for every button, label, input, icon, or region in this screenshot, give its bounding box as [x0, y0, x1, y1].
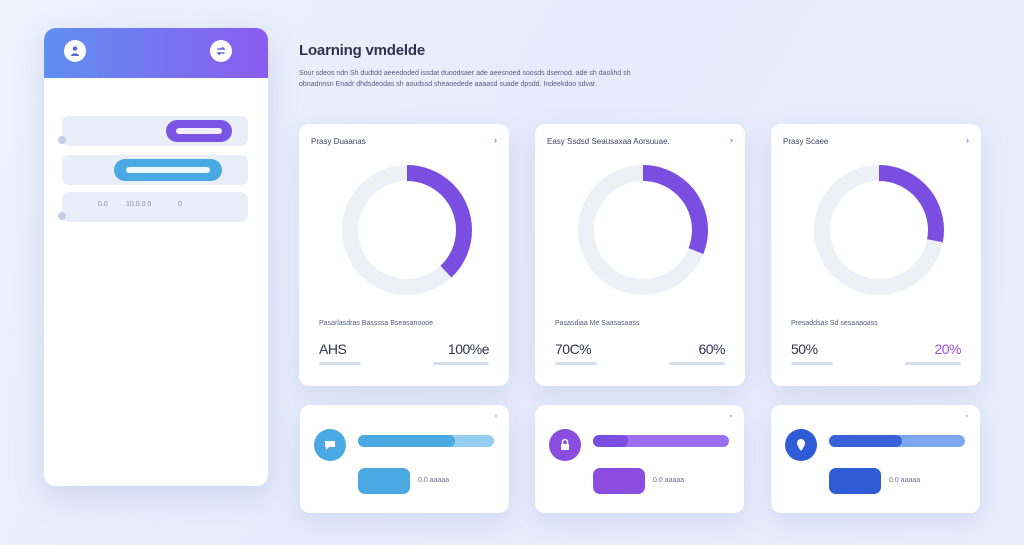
panel-body: 0.0 10.0.0.0 0 [44, 78, 268, 486]
person-icon[interactable] [64, 40, 86, 62]
stat-card-3[interactable]: Prasy Scaee › Presaddsas Sd sesaaaoass 5… [771, 124, 981, 386]
square-icon[interactable]: ▫ [729, 413, 732, 420]
progress-arc [814, 165, 944, 295]
progress-bar-fill [593, 435, 629, 447]
mini-card-2[interactable]: ▫ 0.0 aaaaa [535, 405, 744, 513]
progress-bar [593, 435, 729, 447]
progress-ring [578, 165, 708, 295]
chevron-right-icon[interactable]: › [494, 135, 497, 145]
underline [555, 362, 597, 365]
button-caption: 0.0 aaaaa [653, 477, 685, 484]
progress-bar [829, 435, 965, 447]
chat-icon[interactable] [314, 429, 346, 461]
action-button[interactable] [358, 468, 410, 494]
card-subtitle: Presaddsas Sd sesaaaoass [791, 320, 878, 327]
mini-card-1[interactable]: ▫ 0.0 aaaaa [300, 405, 509, 513]
list-row-2[interactable] [62, 155, 248, 185]
row-text-b: 10.0.0.0 [126, 201, 152, 208]
underline [905, 362, 961, 365]
progress-bar-fill [358, 435, 455, 447]
progress-arc [578, 165, 708, 295]
row-bullet [58, 212, 66, 220]
progress-arc [342, 165, 472, 295]
progress-bar-fill [829, 435, 903, 447]
pin-icon[interactable] [785, 429, 817, 461]
action-button[interactable] [593, 468, 645, 494]
underline [669, 362, 725, 365]
side-panel: 0.0 10.0.0.0 0 [44, 28, 268, 486]
underline [433, 362, 489, 365]
square-icon[interactable]: ▫ [494, 413, 497, 420]
toggle-pill-1[interactable] [166, 120, 232, 142]
chevron-right-icon[interactable]: › [730, 135, 733, 145]
list-row-1[interactable] [58, 116, 248, 146]
mini-card-3[interactable]: ▫ 0.0 aaaaa [771, 405, 980, 513]
button-caption: 0.0 aaaaa [889, 477, 921, 484]
stat-value-right: 100%e [447, 341, 490, 357]
stat-value-left: 50% [791, 341, 818, 357]
panel-header [44, 28, 268, 78]
progress-bar [358, 435, 494, 447]
sync-icon[interactable] [210, 40, 232, 62]
button-caption: 0.0 aaaaa [418, 477, 450, 484]
toggle-pill-2[interactable] [114, 159, 222, 181]
stat-value-right: 20% [934, 341, 961, 357]
stat-value-left: 70C% [555, 341, 592, 357]
card-title: Prasy Duaanas [311, 137, 366, 146]
chevron-right-icon[interactable]: › [966, 135, 969, 145]
stat-value-left: AHS [319, 341, 347, 357]
action-button[interactable] [829, 468, 881, 494]
page-description: Sour sdeos ndn Sh dudtdd aeeedoded issda… [299, 70, 631, 88]
progress-ring [814, 165, 944, 295]
square-icon[interactable]: ▫ [965, 413, 968, 420]
row-text-c: 0 [178, 201, 182, 208]
row-bullet [58, 136, 66, 144]
row-text-a: 0.0 [98, 201, 108, 208]
stat-card-2[interactable]: Easy Ssdsd Seausaxaa Aorsuuae. › Pasasdi… [535, 124, 745, 386]
card-title: Prasy Scaee [783, 137, 829, 146]
lock-icon[interactable] [549, 429, 581, 461]
card-subtitle: Pasarlasdras Bassssa Bseasanoooe [319, 320, 434, 327]
page-title: Loarning vmdelde [299, 42, 425, 59]
card-subtitle: Pasasdiaa Me Saasasaass [555, 320, 640, 327]
underline [319, 362, 361, 365]
stat-card-1[interactable]: Prasy Duaanas › Pasarlasdras Bassssa Bse… [299, 124, 509, 386]
list-row-3[interactable]: 0.0 10.0.0.0 0 [58, 192, 248, 222]
stat-value-right: 60% [698, 341, 725, 357]
underline [791, 362, 833, 365]
card-title: Easy Ssdsd Seausaxaa Aorsuuae. [547, 137, 670, 146]
progress-ring [342, 165, 472, 295]
